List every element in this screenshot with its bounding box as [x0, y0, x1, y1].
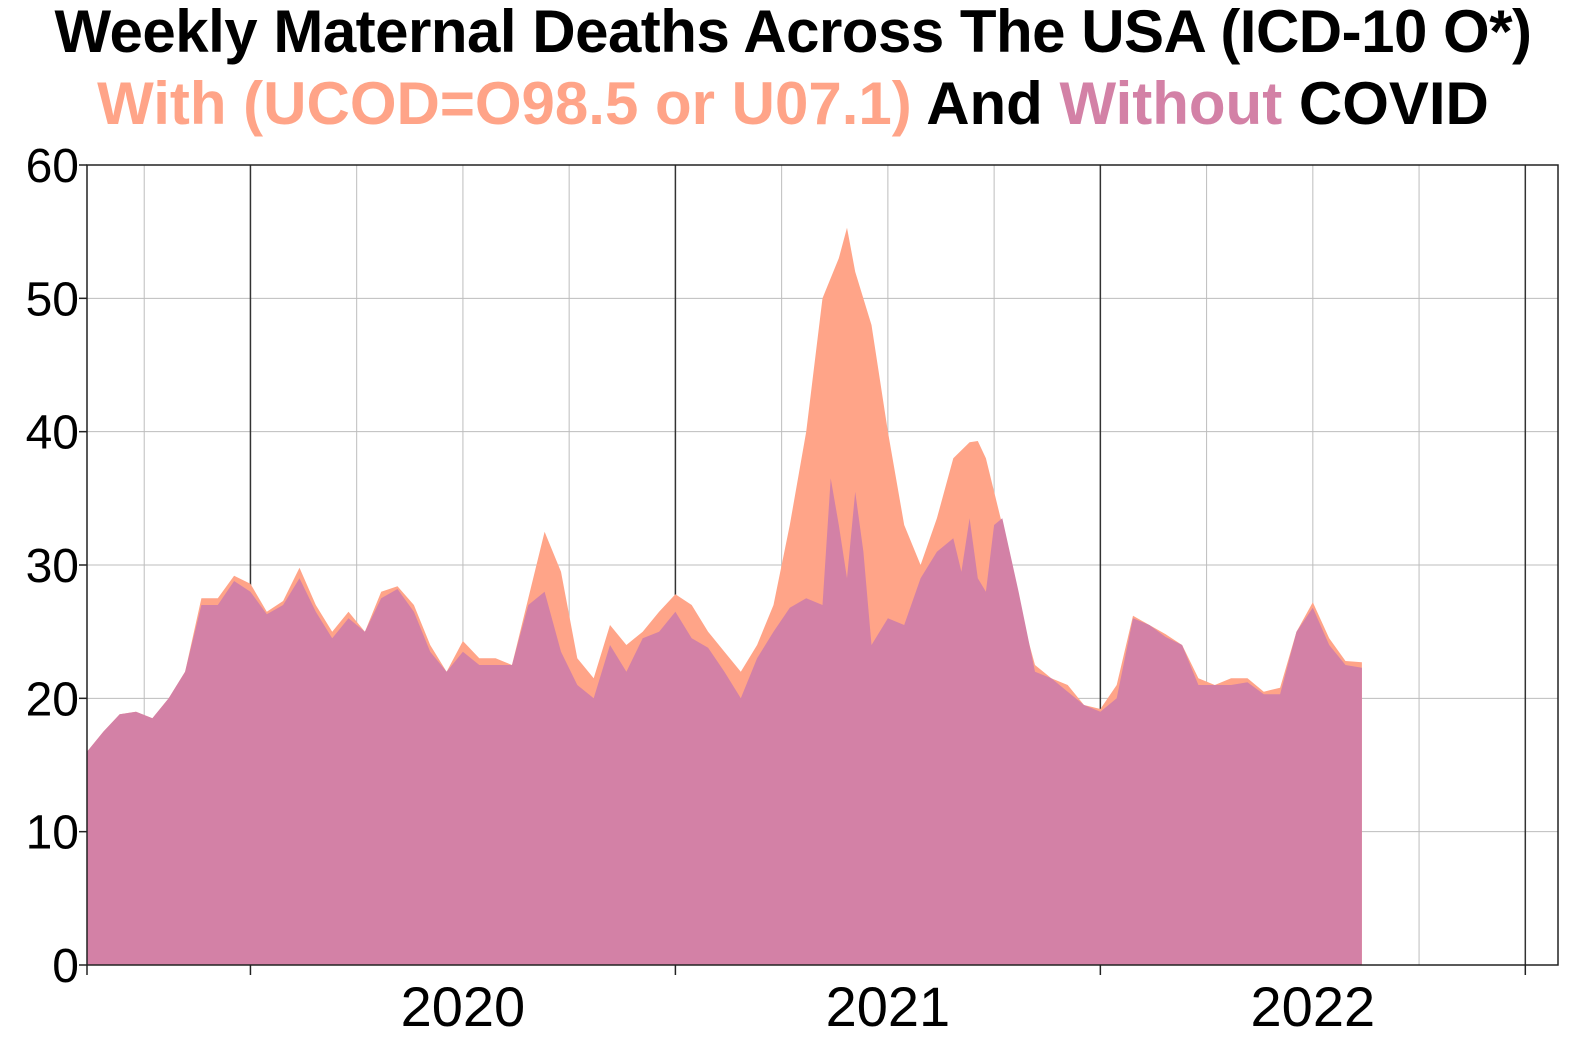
x-tick-label: 2021	[826, 975, 951, 1038]
y-tick-label: 40	[26, 407, 79, 460]
x-tick-label: 2020	[401, 975, 526, 1038]
x-tick-labels: 2020 2021 2022	[401, 975, 1375, 1038]
subtitle-covid: COVID	[1282, 70, 1489, 137]
axes	[79, 164, 1559, 975]
y-tick-label: 0	[52, 940, 79, 993]
y-tick-labels: 0 10 20 30 40 50 60	[26, 140, 79, 993]
subtitle-and: And	[911, 70, 1060, 137]
legend-without-covid-label: Without	[1059, 70, 1283, 137]
chart-title: Weekly Maternal Deaths Across The USA (I…	[0, 2, 1586, 62]
y-tick-label: 60	[26, 140, 79, 193]
legend-with-covid-label: With (UCOD=O98.5 or U07.1)	[97, 70, 912, 137]
y-tick-label: 30	[26, 540, 79, 593]
y-tick-label: 20	[26, 673, 79, 726]
area-without-covid	[87, 478, 1362, 965]
x-tick-label: 2022	[1251, 975, 1376, 1038]
y-tick-label: 50	[26, 273, 79, 326]
chart-subtitle: With (UCOD=O98.5 or U07.1) And Without C…	[0, 74, 1586, 134]
title-line1: Weekly Maternal Deaths Across The USA (I…	[54, 0, 1532, 65]
y-tick-label: 10	[26, 807, 79, 860]
